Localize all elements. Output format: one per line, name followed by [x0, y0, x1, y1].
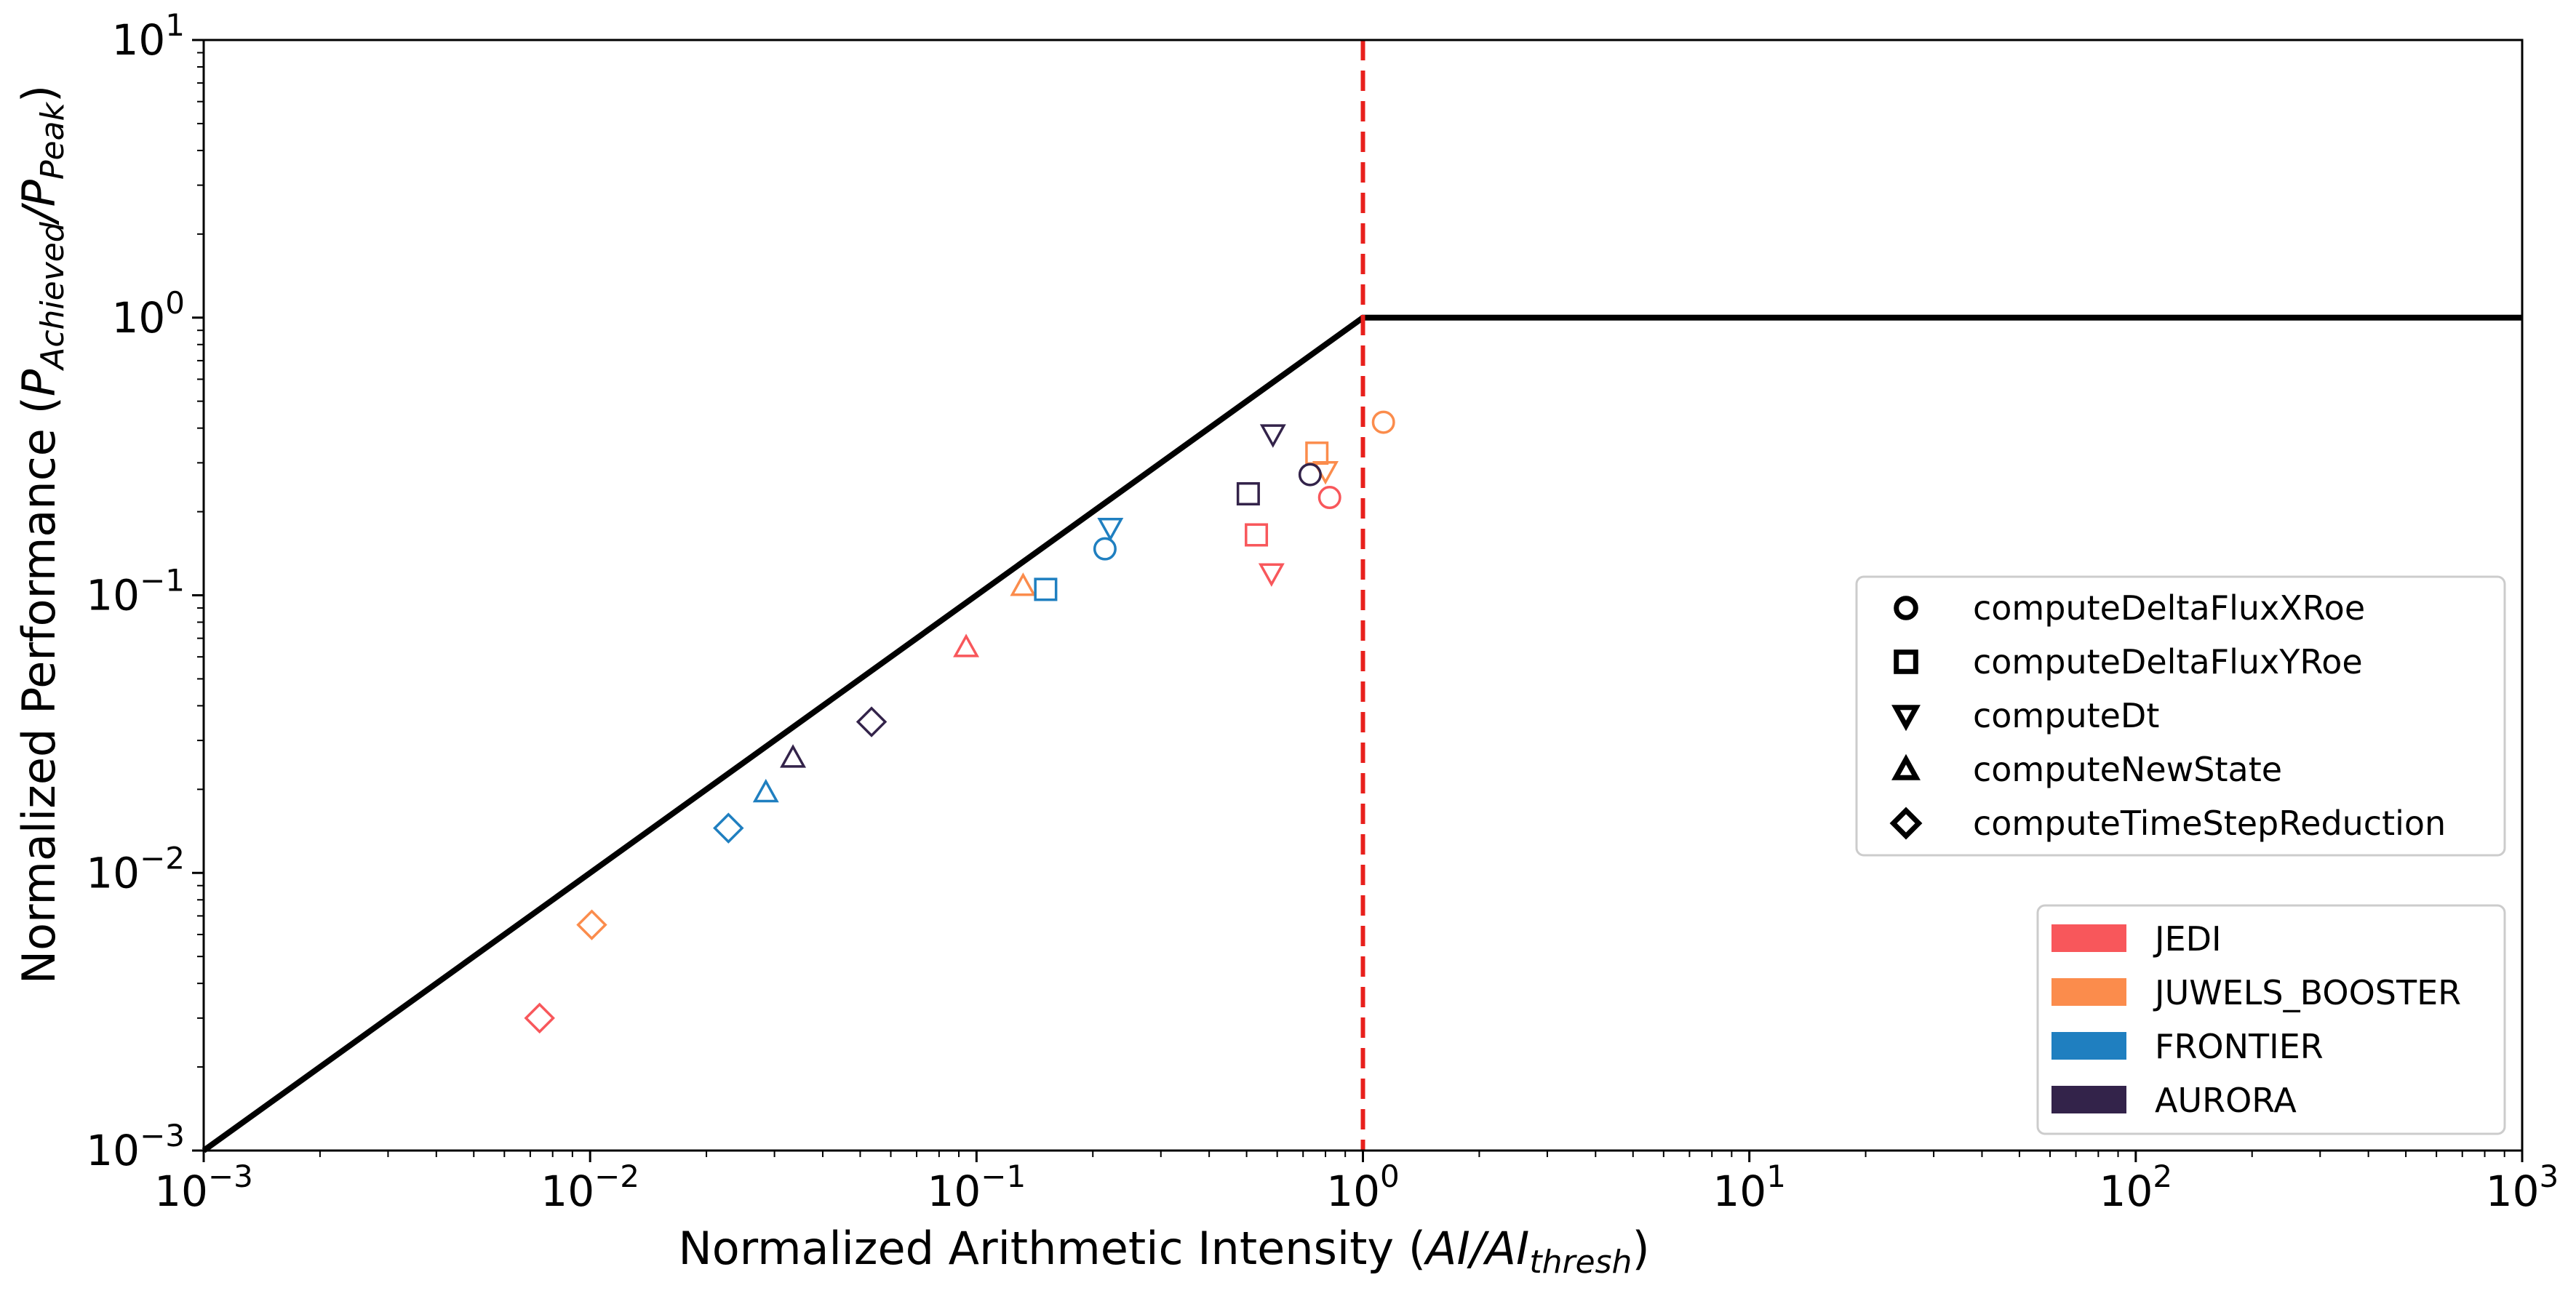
legend-label-frontier: FRONTIER: [2155, 1027, 2324, 1066]
y-tick-label: 101: [111, 7, 185, 65]
point-frontier-compute-dt: [1097, 517, 1124, 542]
legend-label-compute-delta-flux-xroe: computeDeltaFluxXRoe: [1973, 588, 2365, 628]
x-axis-label: Normalized Arithmetic Intensity (AI/AIth…: [678, 1222, 1649, 1281]
legend-swatch-frontier: [2051, 1032, 2126, 1060]
point-jedi-compute-dt: [1258, 563, 1285, 587]
point-jedi-compute-time-step-reduction: [524, 1002, 555, 1034]
legend-swatch-juwels-booster: [2051, 978, 2126, 1006]
point-aurora-compute-new-state: [780, 744, 807, 768]
legend-marker-triangle-up-icon: [1891, 753, 1921, 780]
point-frontier-compute-delta-flux-xroe: [1093, 537, 1117, 561]
y-tick-labels: 10−3 10−2 10−1 100 101: [86, 7, 185, 1175]
point-aurora-compute-dt: [1259, 424, 1286, 448]
legend-label-juwels-booster: JUWELS_BOOSTER: [2153, 973, 2461, 1012]
point-frontier-compute-time-step-reduction: [713, 812, 744, 844]
legend-swatch-jedi: [2051, 924, 2126, 952]
point-aurora-compute-delta-flux-yroe: [1236, 481, 1260, 505]
y-tick-label: 10−1: [86, 563, 185, 620]
system-legend-box: [2036, 904, 2506, 1135]
kernel-legend-box: [1855, 575, 2506, 857]
x-tick-label: 100: [1326, 1159, 1400, 1216]
plot-frame: [202, 39, 2524, 1152]
x-tick-label: 10−3: [154, 1159, 253, 1216]
legend-marker-circle-icon: [1894, 596, 1918, 620]
point-juwels-booster-compute-time-step-reduction: [576, 909, 607, 940]
point-aurora-compute-time-step-reduction: [856, 706, 888, 737]
legend-label-compute-time-step-reduction: computeTimeStepReduction: [1973, 804, 2446, 843]
legend-label-compute-delta-flux-yroe: computeDeltaFluxYRoe: [1973, 642, 2363, 681]
major-ticks: [192, 39, 2524, 1162]
y-axis-label: Normalized Performance (PAchieved/PPeak): [12, 85, 71, 985]
point-frontier-compute-delta-flux-yroe: [1034, 577, 1058, 601]
legend-marker-square-icon: [1894, 649, 1918, 674]
x-tick-labels: 10−3 10−2 10−1 100 101 102 103: [154, 1159, 2559, 1216]
legend-label-jedi: JEDI: [2153, 919, 2222, 959]
point-juwels-booster-compute-new-state: [1010, 572, 1037, 596]
x-tick-label: 101: [1712, 1159, 1786, 1216]
data-points: [524, 410, 1395, 1034]
legend-marker-triangle-down-icon: [1891, 705, 1921, 732]
point-frontier-compute-new-state: [752, 778, 779, 803]
y-tick-label: 10−2: [86, 840, 185, 897]
legend-label-aurora: AURORA: [2155, 1081, 2297, 1120]
point-jedi-compute-delta-flux-yroe: [1245, 523, 1269, 547]
point-jedi-compute-new-state: [953, 633, 980, 657]
legend-swatch-aurora: [2051, 1086, 2126, 1113]
legend-marker-diamond-icon: [1889, 807, 1923, 840]
system-legend: JEDI JUWELS_BOOSTER FRONTIER AURORA: [2036, 904, 2506, 1135]
point-aurora-compute-delta-flux-xroe: [1298, 463, 1322, 487]
y-tick-label: 10−3: [86, 1118, 185, 1175]
point-jedi-compute-delta-flux-xroe: [1317, 486, 1341, 510]
x-tick-label: 10−1: [927, 1159, 1026, 1216]
legend-label-compute-new-state: computeNewState: [1973, 750, 2282, 789]
x-tick-label: 102: [2100, 1159, 2173, 1216]
legend-label-compute-dt: computeDt: [1973, 696, 2159, 735]
kernel-legend: computeDeltaFluxXRoe computeDeltaFluxYRoe…: [1855, 575, 2506, 857]
x-tick-label: 103: [2486, 1159, 2559, 1216]
y-tick-label: 100: [111, 285, 185, 343]
point-juwels-booster-compute-delta-flux-xroe: [1371, 410, 1395, 434]
x-tick-label: 10−2: [541, 1159, 639, 1216]
